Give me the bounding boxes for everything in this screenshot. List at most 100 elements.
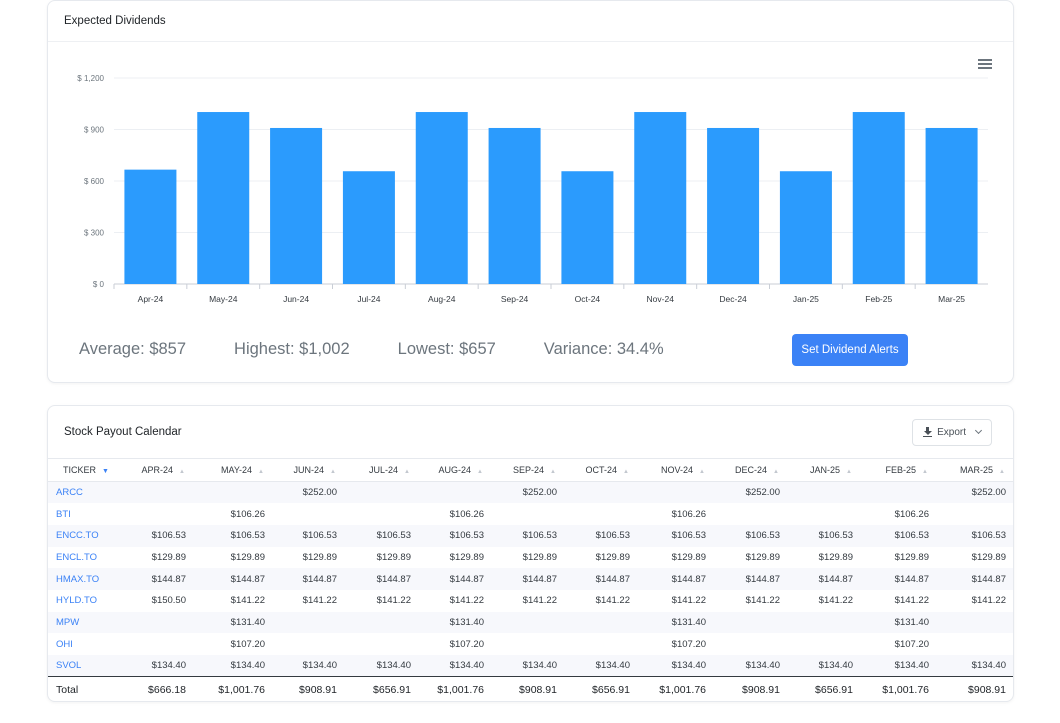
payout-cell: $134.40 xyxy=(193,655,272,677)
sort-desc-icon[interactable]: ▼ xyxy=(102,467,109,475)
payout-cell: $252.00 xyxy=(936,481,1013,504)
column-header-aug-24[interactable]: AUG-24 ▲ xyxy=(418,458,491,482)
payout-cell: $141.22 xyxy=(302,595,337,607)
sort-icon[interactable]: ▲ xyxy=(477,468,483,475)
ticker-link[interactable]: ARCC xyxy=(48,481,124,504)
export-button[interactable]: Export xyxy=(912,418,992,446)
payout-cell: $141.22 xyxy=(522,595,557,607)
ticker-link[interactable]: SVOL xyxy=(48,655,124,677)
total-cell: $1,001.76 xyxy=(860,676,936,701)
table-row: OHI $107.20 $107.20 $107.20 $107.20 xyxy=(48,633,1013,655)
payout-cell: $106.53 xyxy=(860,524,936,547)
total-cell: $666.18 xyxy=(124,676,193,701)
total-cell: $908.91 xyxy=(936,676,1013,701)
ticker-link[interactable]: ENCL.TO xyxy=(56,551,98,563)
table-row: MPW $131.40 $131.40 $131.40 $131.40 xyxy=(48,611,1013,634)
payout-cell xyxy=(344,503,418,525)
payout-cell xyxy=(564,633,637,655)
payout-cell: $129.89 xyxy=(595,551,630,563)
bar-jun-24[interactable] xyxy=(270,127,323,284)
sort-icon[interactable]: ▲ xyxy=(330,468,336,475)
column-header-may-24[interactable]: MAY-24 ▲ xyxy=(193,458,272,482)
payout-cell: $131.40 xyxy=(193,611,272,634)
payout-cell: $106.53 xyxy=(787,524,860,547)
column-header-jan-25[interactable]: JAN-25 ▲ xyxy=(787,458,860,482)
column-header-oct-24[interactable]: OCT-24 ▲ xyxy=(564,458,637,482)
bar-mar-25[interactable] xyxy=(925,127,978,284)
payout-cell xyxy=(491,503,564,525)
sort-icon[interactable]: ▲ xyxy=(846,468,852,475)
payout-cell xyxy=(637,481,713,504)
column-header-label: JUL-24 xyxy=(369,465,399,475)
ticker-link[interactable]: HMAX.TO xyxy=(48,568,124,590)
sort-icon[interactable]: ▲ xyxy=(404,468,410,475)
download-icon xyxy=(923,427,933,437)
column-header-label: APR-24 xyxy=(141,465,174,475)
payout-cell xyxy=(564,611,637,634)
ticker-link[interactable]: MPW xyxy=(48,611,124,634)
sort-icon[interactable]: ▲ xyxy=(999,468,1005,475)
table-row: ENCC.TO $106.53 $106.53 $106.53 $106.53 $106.… xyxy=(48,524,1013,547)
ticker-link[interactable]: HYLD.TO xyxy=(56,595,98,607)
payout-cell: $134.40 xyxy=(564,655,637,677)
set-dividend-alerts-button[interactable]: Set Dividend Alerts xyxy=(792,334,908,366)
total-cell: $1,001.76 xyxy=(637,676,713,701)
total-cell: $908.91 xyxy=(491,676,564,701)
payout-table: TICKER ▼ APR-24 ▲ MAY-24 ▲ JUN-24 ▲ JUL-24 ▲ AUG-2… xyxy=(48,458,1013,701)
sort-icon[interactable]: ▲ xyxy=(922,468,928,475)
payout-cell: $141.22 xyxy=(818,595,853,607)
column-header-mar-25[interactable]: MAR-25 ▲ xyxy=(936,458,1013,482)
column-header-apr-24[interactable]: APR-24 ▲ xyxy=(124,458,193,482)
bar-aug-24[interactable] xyxy=(415,112,468,285)
x-tick-label: Aug-24 xyxy=(428,294,456,304)
x-tick-label: Apr-24 xyxy=(138,294,164,304)
table-row: HYLD.TO $150.50 $141.22 $141.22 $141.22 $141.… xyxy=(48,590,1013,612)
sort-icon[interactable]: ▲ xyxy=(773,468,779,475)
sort-icon[interactable]: ▲ xyxy=(179,468,185,475)
bar-jan-25[interactable] xyxy=(779,171,832,284)
bar-feb-25[interactable] xyxy=(852,112,905,285)
total-cell: $1,001.76 xyxy=(193,676,272,701)
column-header-jun-24[interactable]: JUN-24 ▲ xyxy=(272,458,344,482)
bar-oct-24[interactable] xyxy=(561,171,614,284)
ticker-link[interactable]: ENCC.TO xyxy=(48,524,124,547)
payout-cell: $106.53 xyxy=(344,524,418,547)
payout-cell: $134.40 xyxy=(124,655,193,677)
column-header-label: OCT-24 xyxy=(585,465,618,475)
bar-jul-24[interactable] xyxy=(342,171,395,284)
bar-sep-24[interactable] xyxy=(488,127,541,284)
ticker-link[interactable]: OHI xyxy=(56,638,73,650)
x-tick-label: Oct-24 xyxy=(575,294,601,304)
payout-cell: $134.40 xyxy=(418,655,491,677)
bar-dec-24[interactable] xyxy=(707,127,760,284)
payout-cell: $131.40 xyxy=(860,611,936,634)
ticker-link[interactable]: BTI xyxy=(56,508,71,520)
hamburger-menu-icon[interactable] xyxy=(978,59,992,71)
sort-icon[interactable]: ▲ xyxy=(699,468,705,475)
column-header-sep-24[interactable]: SEP-24 ▲ xyxy=(491,458,564,482)
column-header-dec-24[interactable]: DEC-24 ▲ xyxy=(713,458,787,482)
sort-icon[interactable]: ▲ xyxy=(258,468,264,475)
bar-apr-24[interactable] xyxy=(124,169,177,284)
payout-cell xyxy=(124,611,193,634)
column-header-ticker[interactable]: TICKER ▼ xyxy=(48,458,124,482)
column-header-nov-24[interactable]: NOV-24 ▲ xyxy=(637,458,713,482)
x-tick-label: May-24 xyxy=(209,294,238,304)
payout-cell: $134.40 xyxy=(344,655,418,677)
payout-cell xyxy=(344,481,418,504)
payout-cell: $252.00 xyxy=(713,481,787,504)
payout-cell: $129.89 xyxy=(818,551,853,563)
payout-cell: $129.89 xyxy=(230,551,265,563)
payout-cell: $106.53 xyxy=(637,524,713,547)
payout-cell: $107.20 xyxy=(894,638,929,650)
column-header-jul-24[interactable]: JUL-24 ▲ xyxy=(344,458,418,482)
sort-icon[interactable]: ▲ xyxy=(623,468,629,475)
payout-cell xyxy=(124,503,193,525)
bar-may-24[interactable] xyxy=(197,112,250,285)
chevron-down-icon xyxy=(974,426,983,435)
column-header-feb-25[interactable]: FEB-25 ▲ xyxy=(860,458,936,482)
sort-icon[interactable]: ▲ xyxy=(550,468,556,475)
payout-cell: $106.53 xyxy=(564,524,637,547)
bar-nov-24[interactable] xyxy=(634,112,687,285)
payout-cell xyxy=(193,481,272,504)
